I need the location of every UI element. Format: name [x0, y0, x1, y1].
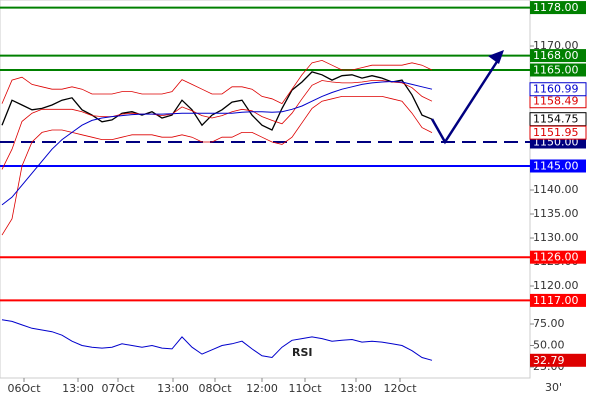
forecast-arrow	[430, 56, 502, 145]
x-tick-label: 07Oct	[101, 382, 135, 395]
level-label: 1165.00	[533, 63, 579, 76]
last-value-label: 1151.95	[533, 126, 579, 139]
y-tick-label: 1135.00	[533, 207, 579, 220]
level-label: 1178.00	[533, 1, 579, 14]
level-box	[530, 250, 586, 264]
y-tick-label: 1170.00	[533, 39, 579, 52]
level-box	[530, 1, 586, 15]
x-tick-label: 06Oct	[7, 382, 41, 395]
arrow-head	[488, 50, 504, 64]
last-value-box	[529, 125, 587, 140]
x-tick-label: 08Oct	[198, 382, 232, 395]
level-box	[530, 49, 586, 63]
series-line	[1, 59, 433, 105]
series-line	[1, 319, 433, 361]
level-box	[530, 159, 586, 173]
last-value-box	[529, 82, 587, 97]
y-tick-label: 1140.00	[533, 183, 579, 196]
level-box	[530, 293, 586, 307]
last-value-box	[530, 353, 586, 367]
level-box	[530, 63, 586, 77]
series-line	[1, 71, 433, 131]
x-tick-label: 11Oct	[288, 382, 322, 395]
x-tick-label: 12:00	[246, 382, 278, 395]
level-label: 1168.00	[533, 49, 579, 62]
last-value-label: 1158.49	[533, 95, 579, 108]
y-tick-label: 75.00	[533, 317, 565, 330]
x-tick-label: 13:00	[340, 382, 372, 395]
series-line	[1, 80, 433, 206]
last-value-label: 1154.75	[533, 113, 579, 126]
level-label: 1126.00	[533, 251, 579, 264]
series-line	[1, 96, 433, 236]
last-value-label: 1160.99	[533, 83, 579, 96]
last-value-label: 32.79	[533, 354, 565, 367]
level-label: 1117.00	[533, 294, 579, 307]
timeframe: 30'	[545, 381, 562, 394]
rsi-label: RSI	[292, 346, 313, 359]
plot-frame	[0, 0, 531, 379]
y-tick-label: 50.00	[533, 338, 565, 351]
level-label: 1145.00	[533, 159, 579, 172]
x-tick-label: 13:00	[62, 382, 94, 395]
series-line	[1, 80, 433, 170]
y-tick-label: 1130.00	[533, 231, 579, 244]
x-tick-label: 13:00	[157, 382, 189, 395]
x-tick-label: 12Oct	[383, 382, 417, 395]
y-tick-label: 1120.00	[533, 279, 579, 292]
